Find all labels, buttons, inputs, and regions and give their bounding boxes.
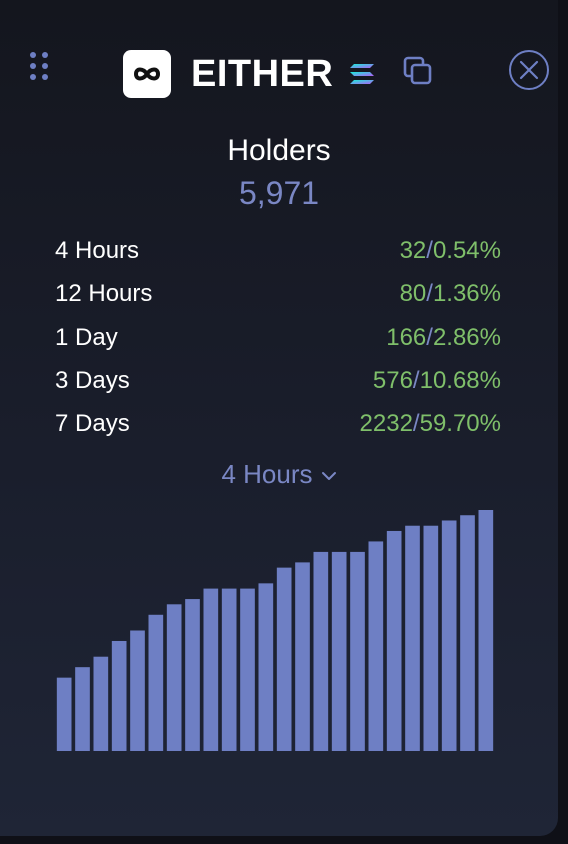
token-logo bbox=[123, 50, 171, 98]
period-value: 2232/59.70% bbox=[360, 410, 501, 438]
period-label: 4 Hours bbox=[55, 237, 140, 264]
chart-bar[interactable] bbox=[130, 630, 145, 752]
chart-bar[interactable] bbox=[423, 525, 439, 751]
period-label: 12 Hours bbox=[55, 280, 153, 308]
value-separator: / bbox=[412, 410, 420, 438]
chart-bar[interactable] bbox=[441, 520, 457, 751]
value-separator: / bbox=[412, 366, 420, 394]
value-separator: / bbox=[426, 323, 433, 351]
period-row: 1 Day 166/2.86% bbox=[55, 324, 501, 367]
chart-bar[interactable] bbox=[203, 588, 219, 751]
period-stats-list: 4 Hours 32/0.54% 12 Hours 80/1.36% 1 Day… bbox=[55, 237, 501, 453]
chart-bar[interactable] bbox=[350, 551, 365, 751]
chart-bar[interactable] bbox=[276, 567, 292, 751]
chart-bar[interactable] bbox=[295, 562, 310, 751]
period-row: 7 Days 2232/59.70% bbox=[55, 410, 501, 453]
period-label: 1 Day bbox=[55, 323, 118, 351]
drag-handle-icon[interactable] bbox=[30, 52, 50, 86]
period-row: 3 Days 576/10.68% bbox=[55, 367, 501, 410]
period-value: 166/2.86% bbox=[386, 324, 501, 352]
period-label: 3 Days bbox=[55, 366, 130, 394]
chart-bar[interactable] bbox=[93, 656, 109, 751]
infinity-logo-icon bbox=[133, 67, 161, 81]
period-count: 166 bbox=[386, 323, 427, 351]
period-dropdown[interactable]: 4 Hours bbox=[0, 459, 558, 490]
period-count: 80 bbox=[399, 280, 427, 308]
period-percent: 2.86% bbox=[432, 323, 501, 351]
chart-bar[interactable] bbox=[405, 525, 420, 751]
period-percent: 0.54% bbox=[432, 237, 501, 264]
chart-bar[interactable] bbox=[478, 510, 494, 751]
chart-bar[interactable] bbox=[111, 640, 127, 751]
period-percent: 10.68% bbox=[419, 366, 501, 394]
period-percent: 1.36% bbox=[432, 280, 501, 308]
chart-bar[interactable] bbox=[166, 604, 182, 751]
solana-chain-icon bbox=[350, 64, 374, 84]
chart-bar[interactable] bbox=[185, 599, 200, 751]
period-row: 4 Hours 32/0.54% bbox=[55, 237, 501, 280]
chart-bar[interactable] bbox=[240, 588, 255, 751]
period-count: 576 bbox=[372, 366, 413, 394]
value-separator: / bbox=[426, 280, 433, 308]
chart-bar[interactable] bbox=[56, 677, 72, 751]
chart-bar[interactable] bbox=[368, 541, 384, 751]
period-count: 2232 bbox=[359, 410, 413, 438]
token-name: EITHER bbox=[191, 53, 334, 95]
holders-total: 5,971 bbox=[238, 175, 320, 211]
period-value: 32/0.54% bbox=[400, 237, 501, 265]
value-separator: / bbox=[426, 237, 433, 264]
copy-icon[interactable] bbox=[402, 55, 434, 87]
period-value: 80/1.36% bbox=[400, 280, 501, 308]
holders-title: Holders bbox=[227, 134, 331, 167]
holders-panel: EITHER Holders 5,971 4 Hours 32/0.54% 12… bbox=[0, 0, 558, 836]
chart-bar[interactable] bbox=[258, 583, 274, 751]
period-dropdown-label: 4 Hours bbox=[221, 459, 313, 489]
period-row: 12 Hours 80/1.36% bbox=[55, 280, 501, 323]
chart-bar[interactable] bbox=[148, 614, 164, 751]
chart-bar[interactable] bbox=[331, 551, 347, 751]
chart-bar[interactable] bbox=[75, 667, 90, 751]
period-value: 576/10.68% bbox=[373, 367, 501, 395]
chart-bar[interactable] bbox=[386, 530, 402, 751]
chevron-down-icon bbox=[321, 472, 336, 481]
period-percent: 59.70% bbox=[419, 410, 501, 438]
holders-bar-chart bbox=[56, 510, 494, 752]
period-label: 7 Days bbox=[55, 410, 130, 438]
period-count: 32 bbox=[399, 237, 427, 264]
chart-bar[interactable] bbox=[313, 551, 329, 751]
chart-bar[interactable] bbox=[460, 515, 475, 751]
close-icon[interactable] bbox=[508, 49, 550, 91]
chart-bar[interactable] bbox=[221, 588, 237, 751]
